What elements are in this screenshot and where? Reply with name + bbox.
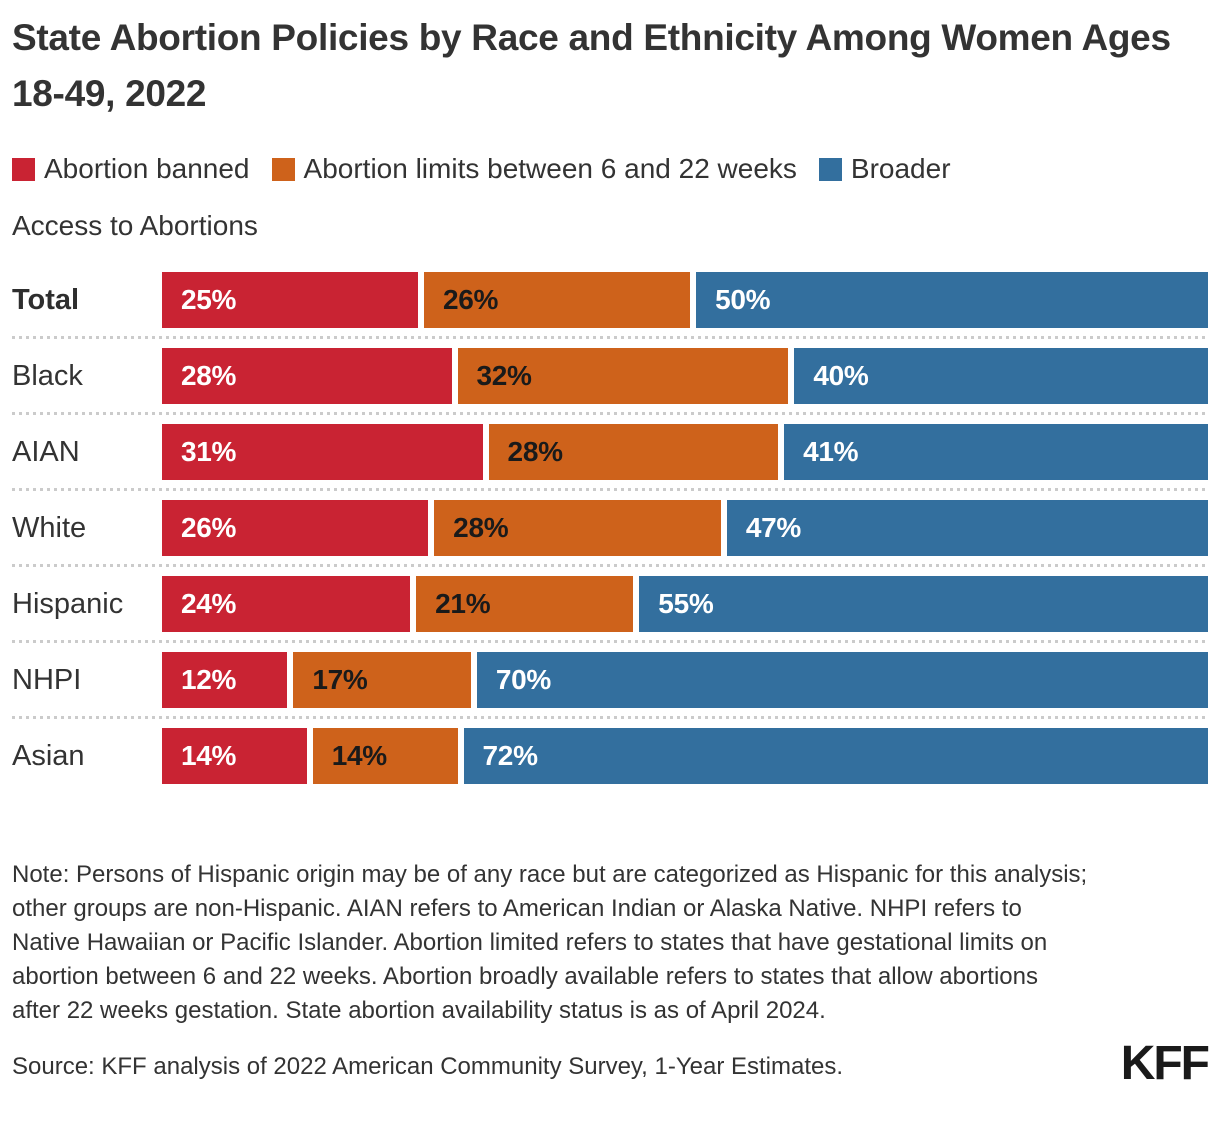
bar-segment: 12% [162, 652, 288, 708]
bar-segment: 14% [312, 728, 458, 784]
legend-swatch-abortion-limited [271, 157, 295, 181]
bar-value-label: 14% [181, 740, 237, 771]
bar-segment: 40% [794, 348, 1208, 404]
bar-value-label: 17% [312, 664, 368, 695]
legend-item-abortion-limited: Abortion limits between 6 and 22 weeks [271, 153, 797, 185]
source-text: Source: KFF analysis of 2022 American Co… [12, 1053, 844, 1080]
bar-value-label: 70% [495, 664, 552, 695]
legend-label-abortion-limited: Abortion limits between 6 and 22 weeks [303, 153, 797, 184]
row-label: Hispanic [12, 587, 124, 620]
bar-segment: 26% [423, 272, 691, 328]
row-bars: 26% 28% 47% [162, 500, 1208, 556]
row-separator [12, 412, 1208, 415]
row-label: NHPI [12, 663, 82, 696]
kff-logo: KFF [1120, 1037, 1210, 1090]
bar-segment: 17% [293, 652, 471, 708]
chart-row-nhpi: NHPI 12% 17% 70% [12, 652, 1208, 708]
row-separator [12, 488, 1208, 491]
bar-value-label: 47% [745, 512, 801, 543]
row-label: AIAN [12, 435, 80, 468]
bar-value-label: 72% [482, 740, 538, 771]
legend-swatch-abortion-banned [12, 157, 35, 181]
page-title: State Abortion Policies by Race and Ethn… [12, 17, 1171, 114]
row-bars: 12% 17% 70% [162, 652, 1208, 708]
chart-footer: Source: KFF analysis of 2022 American Co… [12, 1037, 1210, 1090]
bar-segment: 21% [416, 576, 634, 632]
chart-row-aian: AIAN 31% 28% 41% [12, 424, 1208, 480]
bar-segment: 31% [162, 424, 483, 480]
row-label: Black [12, 359, 83, 392]
bar-segment: 28% [488, 424, 779, 480]
legend-label-broader-access: Broader [850, 153, 951, 184]
legend: Abortion banned Abortion limits between 6… [12, 153, 1208, 242]
bar-segment: 28% [434, 500, 721, 556]
row-bars: 31% 28% 41% [162, 424, 1208, 480]
chart-note: Note: Persons of Hispanic origin may be … [12, 861, 1088, 1024]
bar-segment: 41% [784, 424, 1208, 480]
row-separator [12, 640, 1208, 643]
bar-segment: 32% [457, 348, 789, 404]
bar-value-label: 26% [181, 512, 237, 543]
row-label: Asian [12, 739, 85, 772]
bar-value-label: 41% [803, 436, 859, 467]
chart-row-asian: Asian 14% 14% 72% [12, 728, 1209, 784]
bar-segment: 70% [476, 652, 1208, 708]
bar-value-label: 21% [435, 588, 491, 619]
chart-rows: Total 25% 26% 50% Black 28% 32% 40% AIAN 31% 28% 41… [12, 272, 1209, 784]
bar-segment: 14% [162, 728, 307, 784]
chart-row-hispanic: Hispanic 24% 21% 55% [12, 576, 1208, 632]
bar-value-label: 14% [331, 740, 387, 771]
chart-row-black: Black 28% 32% 40% [12, 348, 1208, 404]
row-bars: 25% 26% 50% [162, 272, 1208, 328]
chart-row-white: White 26% 28% 47% [12, 500, 1208, 556]
legend-line1: Abortion banned Abortion limits between 6… [12, 153, 1208, 185]
row-bars: 28% 32% 40% [162, 348, 1208, 404]
row-bars: 14% 14% 72% [162, 728, 1209, 784]
bar-segment: 55% [639, 576, 1208, 632]
bar-segment: 47% [726, 500, 1208, 556]
bar-value-label: 28% [453, 512, 509, 543]
legend-label-broader-access-line2: Access to Abortions [12, 210, 258, 241]
bar-value-label: 28% [507, 436, 563, 467]
chart-row-total: Total 25% 26% 50% [12, 272, 1208, 328]
bar-value-label: 50% [715, 284, 771, 315]
legend-item-broader-access: Broader [818, 153, 951, 185]
row-bars: 24% 21% 55% [162, 576, 1208, 632]
bar-value-label: 12% [181, 664, 237, 695]
bar-value-label: 55% [658, 588, 714, 619]
legend-label-abortion-banned: Abortion banned [44, 153, 250, 184]
bar-segment: 26% [162, 500, 429, 556]
bar-segment: 28% [162, 348, 452, 404]
row-label: Total [12, 283, 80, 316]
legend-swatch-broader-access [818, 157, 842, 181]
bar-segment: 50% [696, 272, 1208, 328]
bar-segment: 72% [463, 728, 1209, 784]
row-separator [12, 716, 1208, 719]
legend-item-abortion-banned: Abortion banned [12, 153, 250, 185]
bar-value-label: 25% [181, 284, 237, 315]
row-label: White [12, 511, 87, 544]
bar-value-label: 24% [181, 588, 237, 619]
bar-value-label: 26% [442, 284, 499, 315]
bar-segment: 24% [162, 576, 411, 632]
bar-value-label: 31% [181, 436, 237, 467]
bar-value-label: 28% [181, 360, 237, 391]
bar-segment: 25% [162, 272, 418, 328]
bar-value-label: 32% [476, 360, 532, 391]
row-separator [12, 336, 1208, 339]
bar-value-label: 40% [813, 360, 869, 391]
row-separator [12, 564, 1208, 567]
stacked-bar-chart: Total 25% 26% 50% Black 28% 32% 40% AIAN 31% 28% 41… [12, 272, 1209, 784]
